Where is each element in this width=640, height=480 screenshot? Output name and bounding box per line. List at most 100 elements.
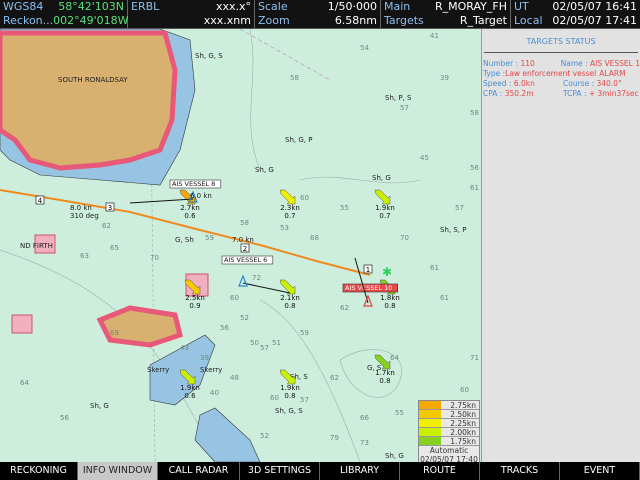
legend-label: 2.75kn (450, 401, 476, 410)
route-line[interactable] (0, 189, 371, 276)
seabed-label: G, Sh (175, 236, 194, 244)
depth-sounding: 69 (110, 329, 119, 337)
seabed-label: Sh, G (385, 452, 404, 460)
depth-sounding: 59 (205, 234, 214, 242)
route-waypoints[interactable]: 4 3 2 1 (35, 195, 373, 274)
course-label: Course : (563, 79, 597, 88)
restricted-areas (11, 234, 209, 334)
seabed-label: Sh, G, P (285, 136, 312, 144)
seabed-label: Sh, G (255, 166, 274, 174)
tide-speed: 1.7kn (375, 369, 395, 377)
ut-label: UT (514, 0, 529, 13)
tide-speed: 1.8kn (380, 294, 400, 302)
tidal-streams: 2.7kn0.62.3kn0.71.9kn0.72.5kn0.92.1kn0.8… (179, 189, 400, 400)
tide-arrow-icon (374, 354, 391, 370)
local-value: 02/05/07 17:41 (552, 14, 637, 27)
speed-label: Speed : (483, 79, 514, 88)
legend-mode: Automatic (429, 446, 469, 455)
place-name: SOUTH RONALDSAY (58, 76, 128, 84)
erbl-range: xxx.xnm (203, 14, 251, 27)
3d-settings-button[interactable]: 3D SETTINGS (240, 462, 320, 480)
tide-speed: 2.5kn (185, 294, 205, 302)
tide-speed: 1.9kn (180, 384, 200, 392)
main-label: Main (384, 0, 411, 13)
legend-item: 2.00kn (419, 428, 479, 437)
reckoning-button[interactable]: RECKONING (0, 462, 78, 480)
depth-sounding: 39 (440, 74, 449, 82)
latitude-value: 58°42'103N (58, 0, 124, 13)
status-bar: WGS84 58°42'103N Reckon... 002°49'018W ERB… (0, 0, 640, 29)
tide-value: 0.6 (184, 392, 196, 400)
tide-arrow-icon (374, 189, 391, 205)
ais-vessel-2[interactable]: AIS VESSEL 6 7.0 kn (221, 236, 291, 294)
info-window-button[interactable]: INFO WINDOW (78, 462, 158, 480)
tide-speed: 2.1kn (280, 294, 300, 302)
legend-timestamp: 02/05/07 17:40 (420, 455, 478, 462)
depth-sounding: 56 (220, 324, 229, 332)
place-name: Skerry (147, 366, 169, 374)
tide-value: 0.7 (284, 212, 295, 220)
tide-value: 0.9 (189, 302, 200, 310)
ais-vessel-1[interactable]: AIS VESSEL 8 6.0 kn (129, 179, 222, 204)
depth-sounding: 66 (360, 414, 369, 422)
depth-sounding: 51 (272, 339, 281, 347)
function-bar: RECKONING INFO WINDOW CALL RADAR 3D SETTING… (0, 462, 640, 480)
waypoint-label: 3 (108, 204, 112, 212)
depth-sounding: 39 (200, 354, 209, 362)
depth-sounding: 53 (280, 224, 289, 232)
route-button[interactable]: ROUTE (400, 462, 480, 480)
library-button[interactable]: LIBRARY (320, 462, 400, 480)
nautical-chart[interactable]: 41 39 45 56 58 54 57 58 61 60 55 59 58 53 68 70 61 57 59 62… (0, 29, 481, 462)
place-names: SOUTH RONALDSAY Skerry Skerry ND FIRTH (20, 76, 222, 374)
route-speed: 8.0 kn (70, 204, 92, 212)
local-label: Local (514, 14, 543, 27)
ais-vessel-3[interactable]: AIS VESSEL 10 (342, 257, 399, 307)
legend-swatch (419, 410, 441, 418)
vessel-speed: 7.0 kn (232, 236, 254, 244)
depth-sounding: 73 (360, 439, 369, 447)
tide-arrow-icon (184, 279, 201, 295)
tide-value: 0.8 (284, 392, 295, 400)
targets-status-panel: TARGETS STATUS Number : 110 Name : AIS VE… (481, 29, 640, 462)
waypoint-2[interactable]: 2 (240, 243, 250, 253)
call-radar-button[interactable]: CALL RADAR (158, 462, 240, 480)
seabed-label: Sh, S, P (440, 226, 466, 234)
divider (484, 52, 638, 53)
scale-value: 1/50·000 (327, 0, 377, 13)
depth-sounding: 54 (360, 44, 369, 52)
targets-status-title: TARGETS STATUS (526, 37, 596, 46)
tide-speed: 2.7kn (180, 204, 200, 212)
tide-value: 0.8 (284, 302, 295, 310)
depth-sounding: 70 (150, 254, 159, 262)
tide-arrow-icon (279, 189, 296, 205)
depth-sounding: 58 (470, 109, 479, 117)
depth-sounding: 52 (240, 314, 249, 322)
tide-value: 0.8 (384, 302, 395, 310)
depth-sounding: 61 (430, 264, 439, 272)
ais-vessels[interactable]: AIS VESSEL 86.0 kn AIS VESSEL 67.0 kn AIS … (129, 179, 399, 307)
depth-sounding: 52 (260, 432, 269, 440)
tide-value: 0.8 (379, 377, 390, 385)
tidal-legend: 2.75kn 2.50kn 2.25kn 2.00kn 1.75kn Automatic 0… (418, 400, 480, 462)
waypoint-4[interactable]: 4 (35, 195, 45, 205)
waypoint-1[interactable]: 1 (363, 264, 373, 274)
waypoint-3[interactable]: 3 (105, 202, 115, 212)
legend-swatch (419, 419, 441, 427)
depth-sounding: 43 (180, 344, 189, 352)
land-south-ronaldsay (0, 30, 183, 348)
tcpa-value: + 3min37sec (588, 89, 639, 98)
event-button[interactable]: EVENT (560, 462, 640, 480)
seabed-label: Sh, P, S (385, 94, 412, 102)
tracks-button[interactable]: TRACKS (480, 462, 560, 480)
depth-sounding: 40 (210, 389, 219, 397)
depth-sounding: 60 (270, 394, 279, 402)
depth-sounding: 71 (470, 354, 479, 362)
course-value: 340.0° (596, 79, 622, 88)
own-ship-icon: ✱ (382, 265, 392, 279)
tide-value: 0.6 (184, 212, 196, 220)
